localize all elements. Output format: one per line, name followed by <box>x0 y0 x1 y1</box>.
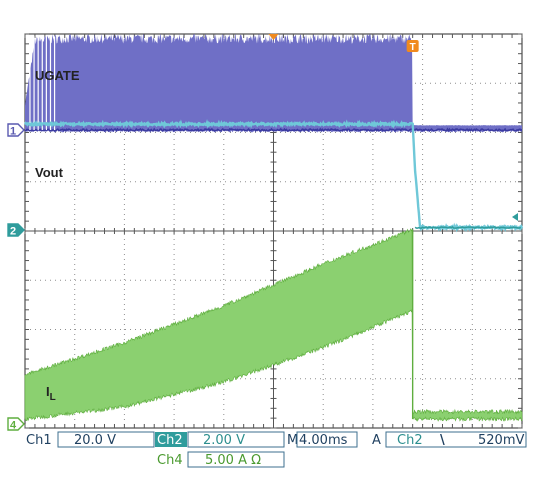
ch2-scale-value: 2.00 V <box>203 433 245 448</box>
ugate-trace <box>25 34 522 133</box>
trace-area <box>23 34 524 422</box>
ch1-scale-value: 20.0 V <box>74 433 116 448</box>
trigger-level-arrow-icon <box>512 213 518 221</box>
timebase-field <box>296 431 358 448</box>
ugate-baseline <box>24 127 523 133</box>
trace-label-subscript: L <box>50 392 56 403</box>
trace-label-vout: Vout <box>35 165 64 180</box>
trigger-position-label: T <box>410 42 416 53</box>
trigger-field <box>385 431 527 448</box>
vout-low-level <box>414 226 522 229</box>
time-reference-marker <box>268 34 279 40</box>
trigger-position-icon <box>406 40 419 52</box>
trigger-level-value: 520mV <box>478 433 524 448</box>
trigger-slope-icon: \ <box>440 433 445 448</box>
timebase-label: M <box>287 433 298 448</box>
ch2-scale-field <box>187 431 285 448</box>
channel-4-marker-label: 4 <box>10 420 17 432</box>
timebase-value: 4.00ms <box>299 433 348 448</box>
ch2-label-chip <box>155 432 187 447</box>
channel-2-ground-marker <box>7 223 25 237</box>
ch1-scale-field <box>57 431 155 448</box>
status-bar: Ch1 20.0 V Ch2 2.00 V M 4.00ms A Ch2 \ 520mV Ch4 5.… <box>26 431 527 468</box>
trace-labels: UGATE Vout IL <box>35 68 80 403</box>
trigger-source: Ch2 <box>397 433 423 448</box>
trace-label-i: IL <box>46 384 56 403</box>
channel-1-marker-label: 1 <box>10 126 16 138</box>
ch4-label: Ch4 <box>157 453 183 468</box>
ch1-label: Ch1 <box>26 433 52 448</box>
channel-markers: 1 2 4 T <box>7 34 518 432</box>
channel-1-ground-marker <box>7 123 25 137</box>
ch4-scale-value: 5.00 A Ω <box>205 453 261 468</box>
i-trace <box>24 228 523 422</box>
ch2-label: Ch2 <box>157 433 183 448</box>
channel-2-marker-label: 2 <box>10 226 16 238</box>
channel-4-ground-marker <box>7 417 25 431</box>
trace-label-ugate: UGATE <box>35 68 80 83</box>
ch4-scale-field <box>187 451 285 468</box>
trigger-mode-label: A <box>372 433 381 448</box>
